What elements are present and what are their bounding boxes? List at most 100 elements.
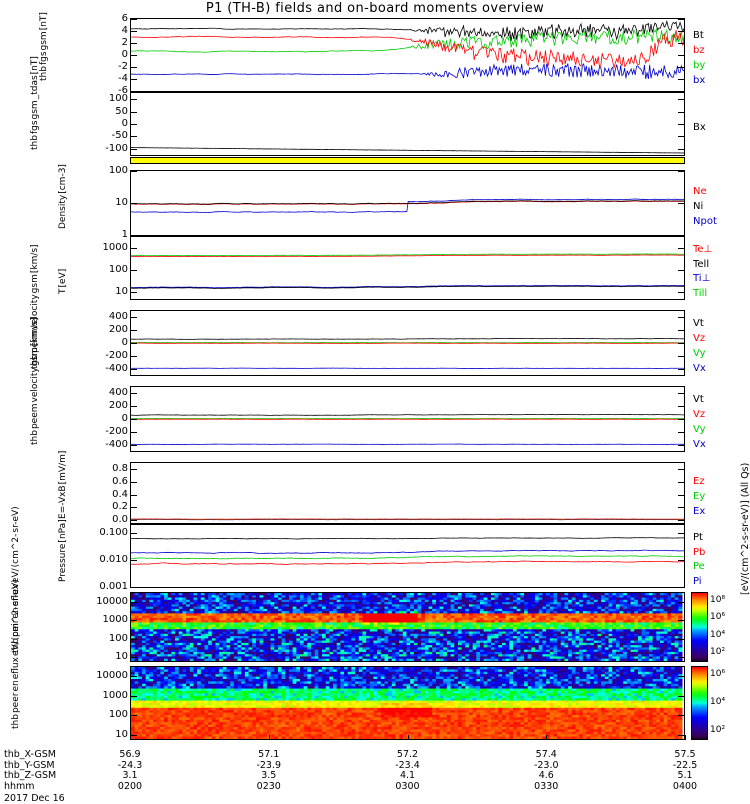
ytick-label: 2 <box>122 38 128 48</box>
ylabel-temperature: T[eV] <box>59 269 68 294</box>
ytick-mark <box>130 79 137 80</box>
ytick-label: 1000 <box>103 691 128 701</box>
ytick-mark <box>130 520 137 521</box>
ytick-mark <box>678 248 685 249</box>
ytick-mark <box>130 248 137 249</box>
panel-density <box>130 170 685 236</box>
ytick-label: 0.6 <box>112 477 128 487</box>
ylabel-line: Density <box>59 195 68 229</box>
ytick-mark <box>678 560 685 561</box>
ytick-mark <box>130 469 137 470</box>
axis-row-thbYGSM: thb_Y-GSM-24.3-23.9-23.4-23.0-22.5 <box>0 761 750 772</box>
ytick-label: 0 <box>122 50 128 60</box>
ytick-mark <box>678 533 685 534</box>
legend-item-Pt: Pt <box>693 533 703 543</box>
ylabel-line: [nPa] <box>59 519 68 542</box>
ytick-label: 400 <box>109 388 128 398</box>
ytick-mark <box>678 79 685 80</box>
ytick-label: 200 <box>109 401 128 411</box>
ylabel-line: [mV/m] <box>59 451 68 485</box>
ytick-label: 10 <box>115 198 128 208</box>
ytick-label: 0.4 <box>112 490 128 500</box>
ytick-mark <box>678 482 685 483</box>
legend-item-Ti: Ti⊥ <box>693 274 710 284</box>
ytick-mark <box>678 495 685 496</box>
ylabel-line: en <box>12 680 21 691</box>
ytick-mark <box>130 696 137 697</box>
axis-row-name: hhmm <box>4 782 35 793</box>
ytick-mark <box>678 657 685 658</box>
ytick-mark <box>678 19 685 20</box>
legend-item-Vt: Vt <box>693 395 704 405</box>
ylabel-line: thb <box>31 430 40 445</box>
ytick-mark <box>130 657 137 658</box>
ytick-mark <box>130 55 137 56</box>
legend-item-Vy: Vy <box>693 349 706 359</box>
ylabel-line: thb <box>40 66 49 81</box>
ytick-label: 0 <box>122 119 128 129</box>
ytick-label: -400 <box>105 364 128 374</box>
ylabel-pressure: Pressure[nPa] <box>59 519 68 582</box>
legend-item-Vx: Vx <box>693 364 706 374</box>
ytick-label: 4 <box>122 26 128 36</box>
ytick-mark <box>130 560 137 561</box>
ytick-mark <box>130 587 137 588</box>
ylabel-line: eflux <box>12 657 21 679</box>
ytick-mark <box>678 31 685 32</box>
ytick-mark <box>130 406 137 407</box>
ytick-mark <box>130 99 137 100</box>
legend-item-Ey: Ey <box>693 492 705 502</box>
ytick-label: 0.001 <box>99 582 128 592</box>
ytick-label: 100 <box>109 265 128 275</box>
ylabel-line: velocity <box>31 367 40 402</box>
ylabel-line: [km/s] <box>31 317 40 346</box>
legend-item-Ne: Ne <box>693 187 707 197</box>
date-label: 2017 Dec 16 <box>4 793 65 804</box>
panel-peir-spectrogram <box>130 592 685 662</box>
colorbar-tick-label: 10⁶ <box>710 669 725 679</box>
ytick-mark <box>130 356 137 357</box>
ytick-mark <box>678 270 685 271</box>
legend-item-bz: bz <box>693 46 705 56</box>
ytick-label: -2 <box>118 62 128 72</box>
axis-value: 0200 <box>118 782 142 793</box>
legend-item-Vt: Vt <box>693 319 704 329</box>
ytick-label: 6 <box>122 14 128 24</box>
ytick-label: 1000 <box>103 615 128 625</box>
panel-peim-velocity <box>130 310 685 376</box>
ytick-mark <box>130 292 137 293</box>
panel-pressure <box>130 524 685 588</box>
panel-peer-spectrogram <box>130 666 685 740</box>
ytick-label: 0 <box>122 338 128 348</box>
ytick-mark <box>678 520 685 521</box>
xtick-mark <box>546 735 547 740</box>
ytick-label: 0.100 <box>99 528 128 538</box>
axis-row-name: thb_Z-GSM <box>4 771 56 782</box>
ytick-mark <box>130 676 137 677</box>
ytick-mark <box>130 343 137 344</box>
legend-item-Bt: Bt <box>693 31 704 41</box>
ytick-mark <box>130 602 137 603</box>
ylabel-line: E=-VxB <box>59 485 68 519</box>
ytick-mark <box>678 171 685 172</box>
colorbar-tick-label: 10⁴ <box>710 630 725 640</box>
colorbar-title: [eV/(cm^2-s-sr-eV)] (All Qs) <box>740 463 750 595</box>
ytick-mark <box>678 369 685 370</box>
ylabel-line: fgs <box>40 51 49 65</box>
ytick-label: 0.8 <box>112 464 128 474</box>
legend-item-Te: Te⊥ <box>693 245 712 255</box>
ylabel-line: thb <box>31 135 40 150</box>
ytick-mark <box>678 149 685 150</box>
ytick-mark <box>130 171 137 172</box>
ylabel-line: [nT] <box>40 12 49 30</box>
ylabel-line: [cm-3] <box>59 164 68 194</box>
xtick-mark <box>269 735 270 740</box>
ylabel-line: fgs <box>31 120 40 134</box>
legend-item-Ez: Ez <box>693 477 705 487</box>
